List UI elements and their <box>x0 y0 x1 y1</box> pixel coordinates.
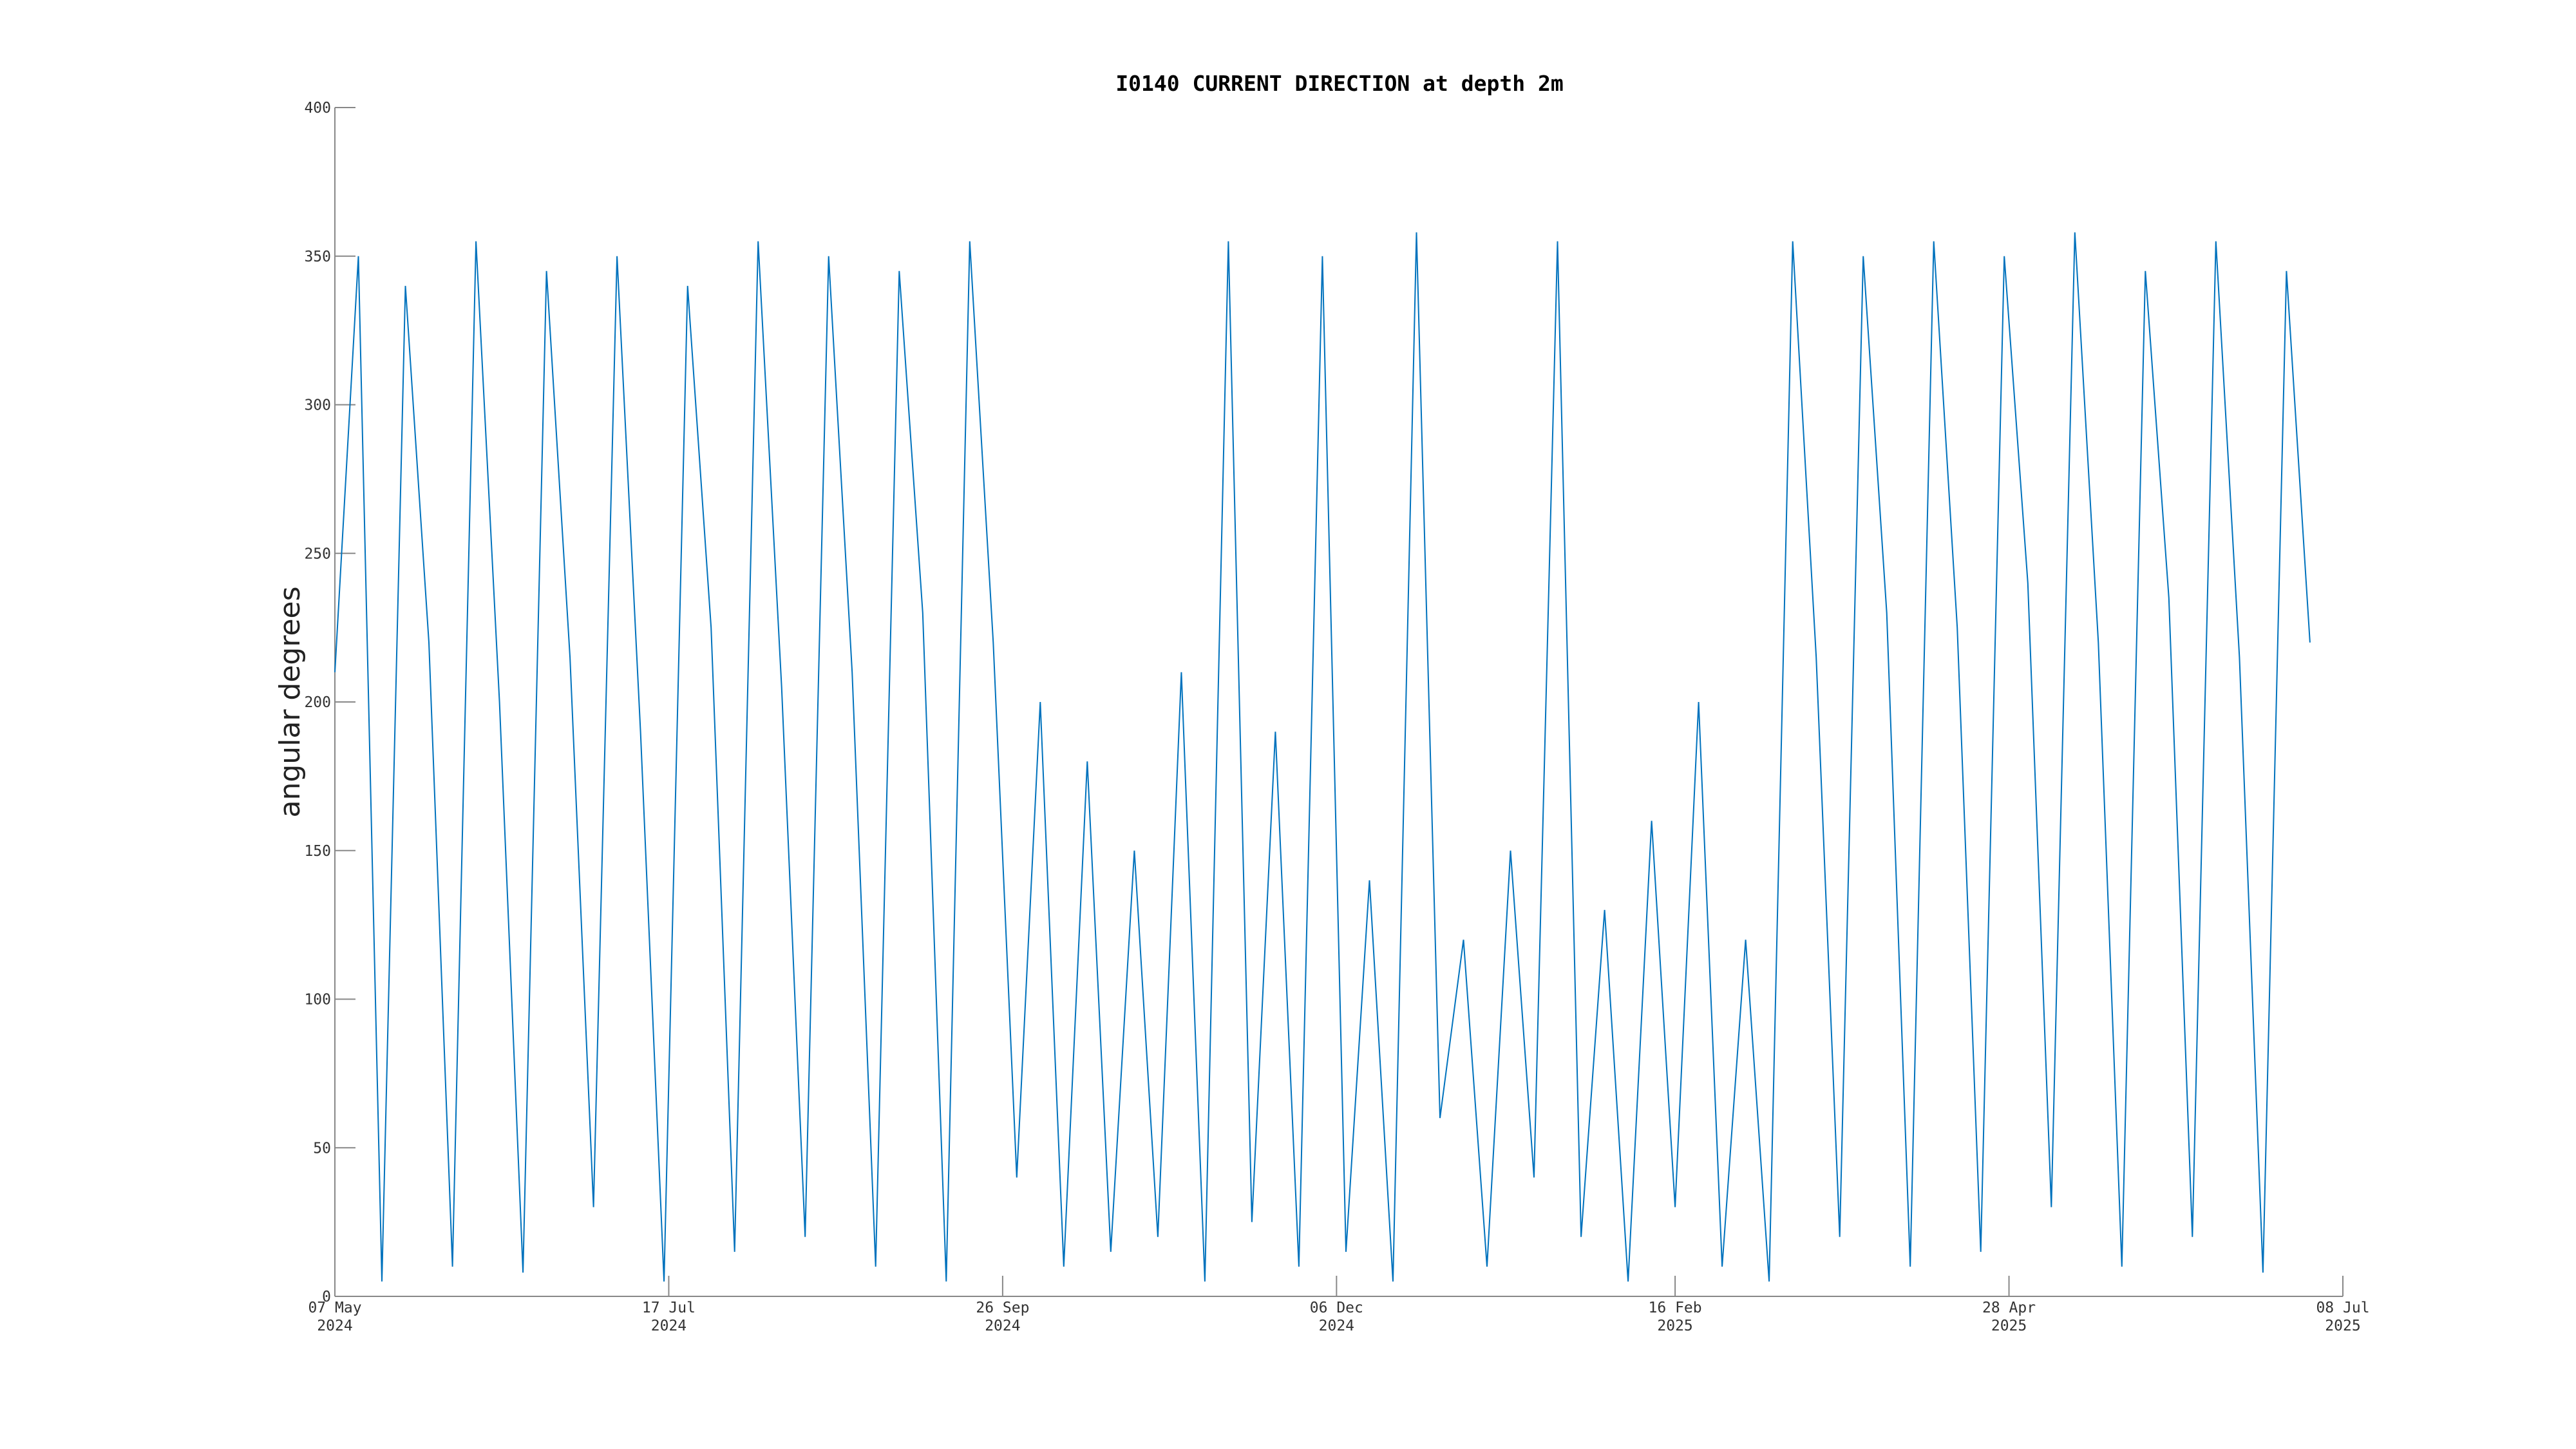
x-tick-label: 28 Apr 2025 <box>1982 1300 2036 1334</box>
x-tick-label: 17 Jul 2024 <box>642 1300 696 1334</box>
y-tick-label: 400 <box>304 100 331 117</box>
x-tick-label: 06 Dec 2024 <box>1310 1300 1363 1334</box>
chart-title: I0140 CURRENT DIRECTION at depth 2m <box>1115 71 1563 96</box>
y-tick-label: 100 <box>304 992 331 1009</box>
y-tick-label: 350 <box>304 249 331 265</box>
x-tick-label: 26 Sep 2024 <box>976 1300 1029 1334</box>
y-tick-label: 250 <box>304 545 331 562</box>
y-tick-label: 0 <box>322 1289 331 1305</box>
y-tick-label: 200 <box>304 694 331 711</box>
y-axis-label: angular degrees <box>274 586 307 817</box>
y-tick-label: 300 <box>304 397 331 414</box>
x-tick-label: 08 Jul 2025 <box>2316 1300 2369 1334</box>
x-tick-label: 16 Feb 2025 <box>1649 1300 1702 1334</box>
y-tick-label: 150 <box>304 843 331 860</box>
series-line <box>334 232 2311 1282</box>
y-tick-label: 50 <box>313 1140 331 1157</box>
x-tick-label: 07 May 2024 <box>308 1300 361 1334</box>
